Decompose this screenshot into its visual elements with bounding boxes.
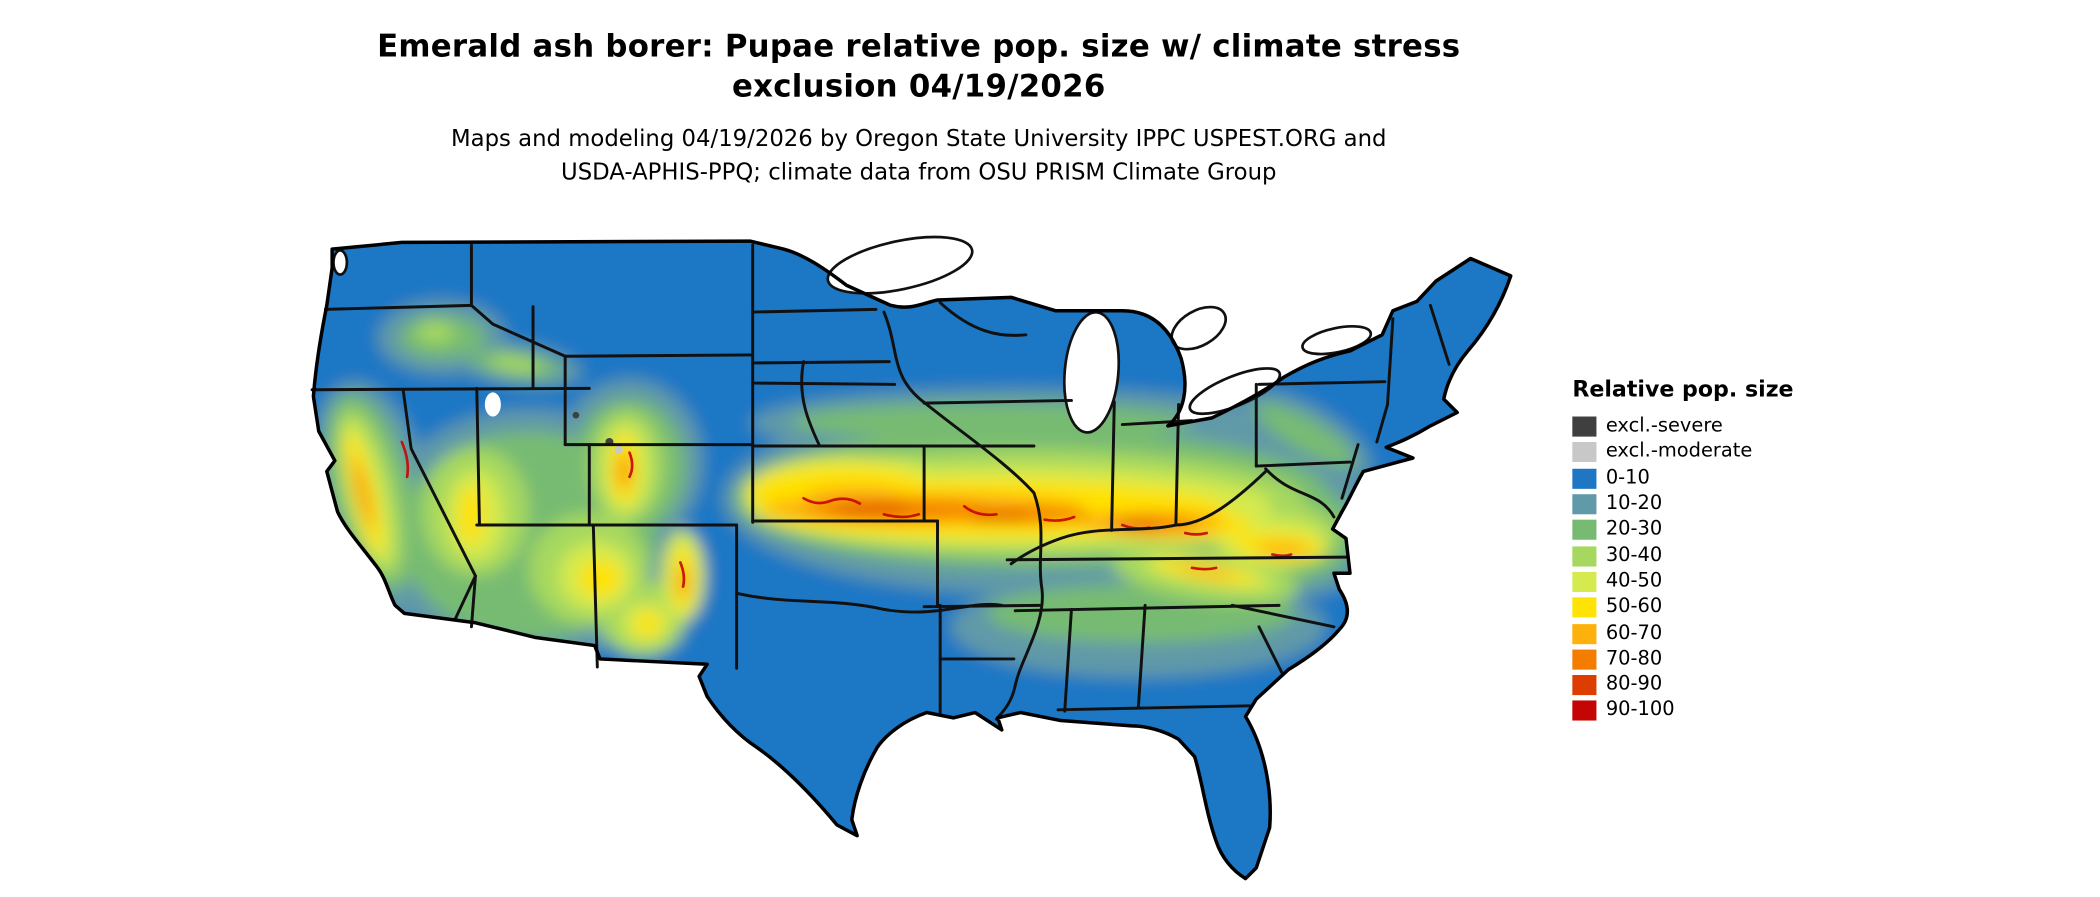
- legend-title: Relative pop. size: [1572, 376, 1794, 402]
- legend-label: 40-50: [1605, 570, 1663, 592]
- us-map-figure: [310, 235, 1513, 881]
- legend-label: 10-20: [1605, 492, 1663, 515]
- state-borders: [310, 243, 1451, 721]
- legend-item: excl.-moderate: [1572, 440, 1793, 466]
- legend-item: excl.-severe: [1572, 414, 1793, 440]
- legend-label: excl.-severe: [1605, 415, 1723, 437]
- puget-sound-icon: [332, 249, 349, 276]
- legend-item: 80-90: [1572, 672, 1793, 698]
- legend-items: excl.-severe excl.-moderate 0-10 10-20 20-30…: [1572, 414, 1793, 724]
- map-title-line2: exclusion 04/19/2026: [731, 69, 1106, 105]
- legend-item: 0-10: [1572, 466, 1793, 492]
- legend-swatch: [1572, 416, 1597, 437]
- legend-label: 50-60: [1605, 596, 1663, 618]
- legend-swatch: [1572, 675, 1597, 696]
- legend-label: 30-40: [1605, 544, 1663, 567]
- legend-label: excl.-moderate: [1605, 441, 1753, 463]
- legend-swatch: [1572, 468, 1597, 489]
- legend-item: 90-100: [1572, 698, 1793, 724]
- legend-swatch: [1572, 597, 1597, 618]
- legend-swatch: [1572, 545, 1597, 567]
- map-credits-line2: USDA-APHIS-PPQ; climate data from OSU PR…: [561, 159, 1277, 187]
- legend-swatch: [1572, 520, 1597, 541]
- legend-item: 70-80: [1572, 646, 1793, 672]
- great-salt-lake: [484, 392, 501, 417]
- map-credits-line1: Maps and modeling 04/19/2026 by Oregon S…: [450, 125, 1387, 153]
- map-title: Emerald ash borer: Pupae relative pop. s…: [0, 27, 1838, 107]
- legend-swatch: [1572, 700, 1597, 722]
- legend-label: 20-30: [1605, 518, 1663, 541]
- legend-label: 70-80: [1605, 647, 1663, 670]
- legend-label: 80-90: [1605, 673, 1663, 696]
- legend-label: 90-100: [1605, 699, 1675, 722]
- map-credits: Maps and modeling 04/19/2026 by Oregon S…: [0, 123, 1838, 190]
- legend-item: 20-30: [1572, 517, 1793, 543]
- map-title-line1: Emerald ash borer: Pupae relative pop. s…: [377, 29, 1461, 65]
- legend-swatch: [1572, 494, 1597, 515]
- legend-item: 40-50: [1572, 569, 1793, 595]
- legend-item: 30-40: [1572, 543, 1793, 569]
- legend-item: 50-60: [1572, 595, 1793, 621]
- legend-swatch: [1572, 442, 1597, 463]
- legend-swatch: [1572, 623, 1597, 644]
- legend-item: 60-70: [1572, 621, 1793, 647]
- lake-superior-icon: [826, 235, 974, 295]
- legend-label: 60-70: [1605, 622, 1663, 644]
- legend-swatch: [1572, 571, 1597, 592]
- legend-item: 10-20: [1572, 491, 1793, 517]
- legend-label: 0-10: [1605, 467, 1650, 489]
- legend-swatch: [1572, 649, 1597, 670]
- legend: Relative pop. size excl.-severe excl.-mod…: [1572, 376, 1794, 724]
- great-lakes: [332, 235, 1373, 434]
